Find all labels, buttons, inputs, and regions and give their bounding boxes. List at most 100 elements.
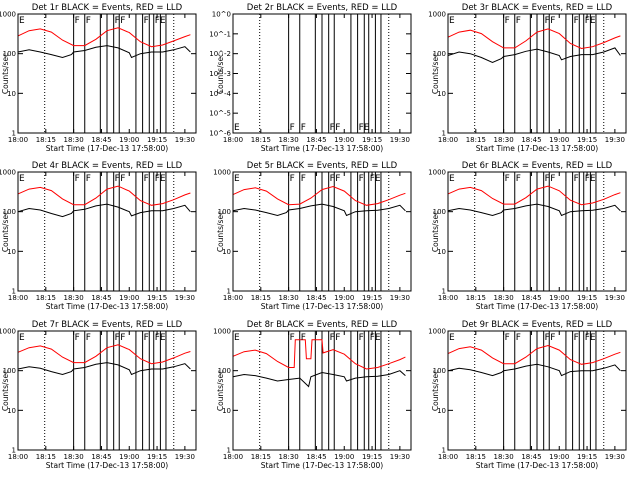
event-flag-label: F [144,333,149,343]
x-tick-label: 18:45 [91,136,111,144]
x-tick-label: 18:45 [91,453,111,461]
events-series-line [17,203,191,218]
y-tick-label: 10^-2 [209,50,231,58]
event-flag-label: E [234,123,240,133]
y-tick-label: 10 [437,248,446,256]
y-tick-label: 100 [3,208,16,216]
plot-frame [17,171,197,292]
event-flag-label: F [574,333,579,343]
plot-frame [17,13,197,134]
y-tick-label: 100 [433,50,446,58]
y-tick-label: 100 [218,208,231,216]
panel-title: Det 7r BLACK = Events, RED = LLD [32,320,183,330]
x-axis-label: Start Time (17-Dec-13 17:58:00) [476,302,598,311]
y-tick-label: 100 [218,367,231,375]
event-flag-label: F [330,123,335,133]
event-flag-label: FE [585,333,596,343]
event-flag-label: F [335,333,340,343]
x-tick-label: 18:45 [521,453,541,461]
event-flag-label: F [290,174,295,184]
event-flag-label: F [330,174,335,184]
panel-title: Det 1r BLACK = Events, RED = LLD [32,3,183,13]
event-flag-label: F [545,174,550,184]
x-tick-label: 19:30 [605,453,625,461]
y-axis-label: Counts/sec [216,370,225,411]
event-flag-label: F [330,333,335,343]
event-flag-label: FE [155,333,166,343]
lld-series-line [447,28,621,50]
x-tick-label: 18:30 [279,453,299,461]
event-flag-label: FE [359,123,370,133]
event-flag-label: F [120,16,125,26]
event-flag-label: F [335,123,340,133]
event-flag-label: F [115,333,120,343]
y-tick-label: 10 [222,407,231,415]
x-tick-label: 18:30 [64,294,84,302]
x-tick-label: 18:00 [8,453,28,461]
x-tick-label: 18:15 [466,453,486,461]
x-tick-label: 18:00 [8,136,28,144]
y-tick-label: 10^-6 [209,130,231,138]
x-tick-label: 19:15 [362,453,382,461]
event-flag-label: F [144,174,149,184]
x-tick-label: 18:15 [36,136,56,144]
y-tick-label: 100 [3,50,16,58]
x-tick-label: 18:15 [36,294,56,302]
x-axis-label: Start Time (17-Dec-13 17:58:00) [46,144,168,153]
event-flag-label: F [115,174,120,184]
x-tick-label: 19:30 [390,294,410,302]
event-flag-label: F [550,16,555,26]
x-tick-label: 18:00 [438,136,458,144]
y-tick-label: 100 [433,367,446,375]
y-tick-label: 1000 [428,328,446,336]
x-axis-label: Start Time (17-Dec-13 17:58:00) [261,302,383,311]
x-tick-label: 19:30 [175,136,195,144]
event-flag-label: F [505,16,510,26]
lld-series-line [17,185,191,206]
y-tick-label: 1 [227,447,231,455]
x-tick-label: 18:15 [36,453,56,461]
y-tick-label: 1 [12,447,16,455]
y-axis-label: Counts/sec [431,53,440,94]
event-flag-label: F [290,123,295,133]
plot-frame [232,171,412,292]
y-tick-label: 1 [442,447,446,455]
events-series-line [17,362,191,376]
event-flag-label: F [335,174,340,184]
x-axis-label: Start Time (17-Dec-13 17:58:00) [261,144,383,153]
y-tick-label: 1 [442,288,446,296]
x-tick-label: 18:15 [251,294,271,302]
event-flag-label: FE [585,174,596,184]
y-tick-label: 1000 [428,11,446,19]
x-tick-label: 19:15 [577,294,597,302]
y-tick-label: 1 [442,130,446,138]
x-tick-label: 19:00 [119,136,139,144]
y-tick-label: 1000 [213,328,231,336]
panel-8: Det 8r BLACK = Events, RED = LLD 18:00 18:… [213,320,412,470]
event-flag-label: FE [585,16,596,26]
x-tick-label: 18:45 [306,294,326,302]
y-axis-label: Counts/sec [1,53,10,94]
event-flag-label: F [545,16,550,26]
x-tick-label: 19:00 [549,294,569,302]
panel-title: Det 2r BLACK = Events, RED = LLD [247,3,398,13]
y-tick-label: 10^0 [212,11,231,19]
y-tick-label: 1 [227,288,231,296]
lld-series-line [232,185,406,206]
x-tick-label: 18:30 [494,136,514,144]
x-tick-label: 18:15 [251,453,271,461]
x-tick-label: 19:15 [362,294,382,302]
event-flag-label: E [449,174,455,184]
x-tick-label: 19:30 [605,294,625,302]
event-flag-label: F [75,333,80,343]
x-tick-label: 18:00 [223,294,243,302]
y-tick-label: 1 [12,288,16,296]
x-tick-label: 18:45 [306,453,326,461]
plot-frame [447,171,627,292]
x-tick-label: 19:00 [119,294,139,302]
x-tick-label: 19:30 [175,453,195,461]
x-tick-label: 19:00 [119,453,139,461]
x-axis-label: Start Time (17-Dec-13 17:58:00) [476,461,598,470]
lld-series-line [447,185,621,206]
